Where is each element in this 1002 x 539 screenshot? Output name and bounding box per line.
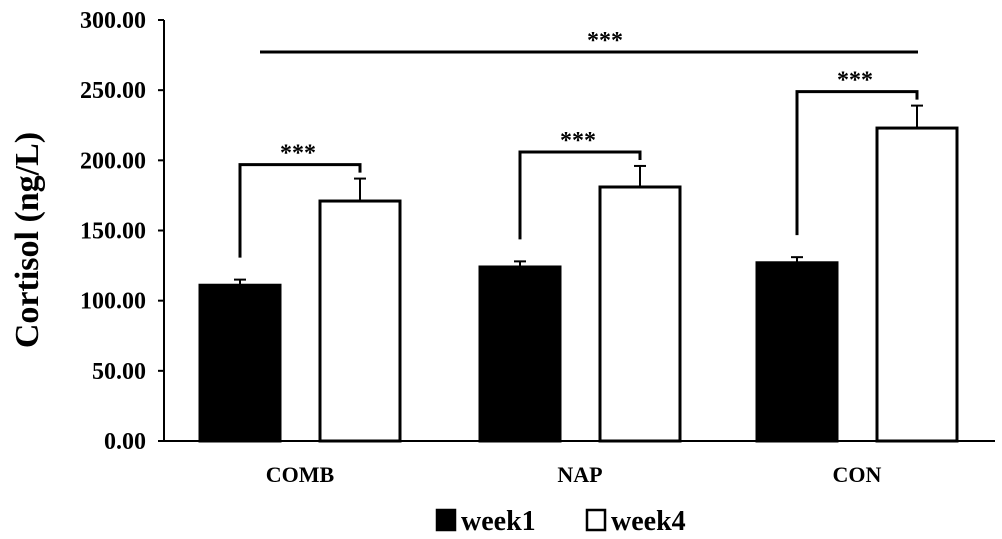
significance-label-overall: ***	[587, 28, 623, 54]
y-tick-label: 300.00	[80, 8, 146, 34]
x-tick-label-con: CON	[833, 462, 882, 487]
y-tick-label: 250.00	[80, 78, 146, 104]
significance-brackets: *** *** *** ***	[238, 28, 919, 258]
significance-bracket-con	[795, 90, 919, 236]
legend-swatch-week4	[585, 508, 607, 532]
y-axis: 0.00 50.00 100.00 150.00 200.00 250.00 300.00	[80, 8, 165, 455]
bar-week4-nap[interactable]	[598, 185, 682, 443]
legend-item-week1[interactable]: week1	[435, 506, 536, 537]
y-tick-label: 50.00	[92, 359, 146, 385]
y-tick-label: 200.00	[80, 148, 146, 174]
significance-label: ***	[560, 128, 596, 154]
legend-swatch-week1	[435, 508, 457, 532]
significance-label: ***	[837, 68, 873, 94]
legend-label-week4: week4	[611, 506, 686, 537]
significance-bracket-nap	[518, 150, 642, 240]
x-tick-label-comb: COMB	[266, 462, 335, 487]
bar-week1-con[interactable]	[755, 261, 839, 443]
significance-label: ***	[280, 141, 316, 167]
significance-bracket-comb	[238, 163, 362, 258]
y-tick-label: 0.00	[104, 429, 146, 455]
y-tick-label: 150.00	[80, 219, 146, 245]
x-tick-label-nap: NAP	[557, 462, 602, 487]
bars	[198, 126, 959, 443]
legend-label-week1: week1	[461, 506, 536, 537]
y-tick-label: 100.00	[80, 289, 146, 315]
legend[interactable]: week1 week4	[435, 506, 686, 537]
x-axis: COMB NAP CON	[164, 440, 995, 487]
bar-week1-comb[interactable]	[198, 283, 282, 443]
bar-week4-con[interactable]	[875, 126, 959, 443]
bar-week4-comb[interactable]	[318, 199, 402, 443]
error-bars	[234, 104, 923, 286]
legend-item-week4[interactable]: week4	[585, 506, 686, 537]
bar-week1-nap[interactable]	[478, 265, 562, 443]
y-axis-title: Cortisol (ng/L)	[9, 132, 46, 348]
